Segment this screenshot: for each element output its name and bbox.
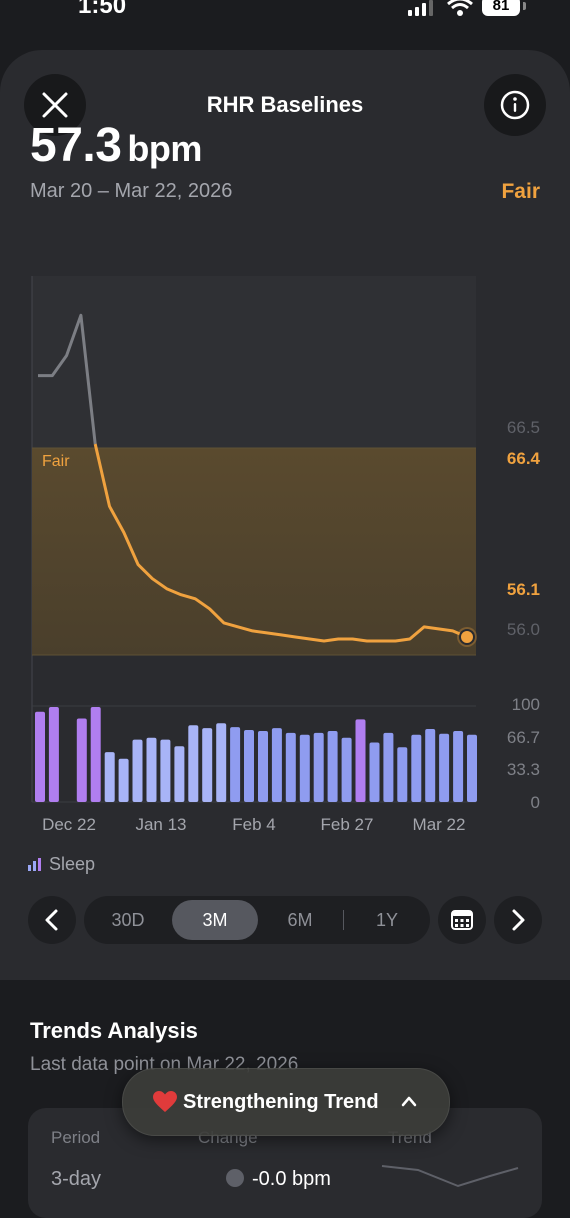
x-tick-label: Feb 4: [232, 815, 275, 832]
range-option-3m[interactable]: 3M: [172, 900, 258, 940]
next-period-button[interactable]: [494, 896, 542, 944]
sleep-axis-label: 33.3: [507, 760, 540, 779]
sleep-bar: [188, 725, 199, 802]
sleep-bar: [341, 737, 352, 802]
sleep-bar: [35, 711, 45, 802]
x-tick-label: Jan 13: [135, 815, 186, 832]
status-label: Fair: [501, 180, 540, 203]
row-change: -0.0 bpm: [226, 1168, 331, 1191]
sleep-bar: [271, 728, 282, 802]
bar-chart-icon: [28, 858, 41, 871]
band-upper-label: 66.4: [507, 449, 541, 468]
column-header-period: Period: [51, 1128, 101, 1147]
legend-label: Sleep: [49, 854, 96, 874]
sleep-bar: [397, 747, 408, 802]
sleep-bar: [104, 752, 115, 802]
last-point-marker: [459, 628, 475, 645]
band-label: Fair: [42, 453, 70, 470]
range-option-30d[interactable]: 30D: [111, 910, 145, 930]
sleep-bar: [146, 737, 157, 802]
sleep-bar: [160, 739, 171, 802]
chart-legend: Sleep: [28, 854, 95, 875]
range-selector-row: 30D 3M 6M 1Y: [28, 896, 542, 944]
calendar-button[interactable]: [438, 896, 486, 944]
sleep-bar: [132, 739, 143, 802]
toast-label: Strengthening Trend: [183, 1091, 379, 1113]
chevron-right-icon: [512, 909, 525, 931]
status-time: 1:50: [78, 0, 127, 19]
cellular-signal-icon: [408, 0, 433, 16]
sleep-bar: [258, 731, 268, 802]
sleep-bar: [174, 746, 185, 802]
sleep-axis-label: 100: [512, 695, 540, 714]
segment-divider: [343, 910, 344, 930]
range-segmented-control: 30D 3M 6M 1Y: [84, 896, 430, 944]
trends-title: Trends Analysis: [30, 1018, 198, 1043]
sleep-axis-label: 66.7: [507, 728, 540, 747]
sleep-bar: [411, 734, 422, 802]
info-icon: [500, 90, 530, 120]
row-period: 3-day: [51, 1168, 102, 1190]
sleep-bar: [285, 732, 296, 802]
battery-indicator: 81: [482, 0, 520, 16]
x-tick-label: Dec 22: [42, 815, 96, 832]
trend-sparkline: [381, 1165, 519, 1188]
rhr-number: 57.3: [30, 119, 122, 172]
sleep-axis-label: 0: [531, 793, 540, 812]
wifi-icon: [447, 0, 473, 16]
chevron-up-icon: [401, 1096, 417, 1107]
sleep-bar: [48, 707, 59, 802]
sleep-bar: [90, 707, 101, 802]
rhr-line-in-band: [93, 443, 468, 643]
x-tick-label: Mar 22: [413, 815, 466, 832]
sleep-bar: [369, 742, 380, 802]
sleep-bar: [244, 730, 254, 802]
date-range: Mar 20 – Mar 22, 2026: [30, 180, 233, 202]
sleep-bar: [202, 728, 213, 802]
rhr-line-outside-band: [38, 313, 97, 445]
row-change-value: -0.0 bpm: [252, 1168, 331, 1190]
sleep-bar: [355, 719, 366, 802]
sleep-bar: [76, 718, 87, 802]
sleep-bar: [439, 733, 450, 802]
close-icon: [42, 92, 68, 118]
sleep-bar: [453, 731, 464, 802]
rhr-chart[interactable]: Fair 66.5 56.0 66.4 56.1 100 66.7 33.3 0 Dec 22 Ja…: [0, 272, 570, 832]
sleep-bar: [216, 723, 227, 802]
fair-band: [32, 448, 476, 656]
previous-period-button[interactable]: [28, 896, 76, 944]
sleep-bar: [230, 727, 241, 802]
sleep-bar: [467, 734, 477, 802]
rhr-axis-label-bottom: 56.0: [507, 620, 540, 639]
battery-tip: [523, 2, 526, 10]
x-tick-label: Feb 27: [321, 815, 374, 832]
close-button[interactable]: [24, 74, 86, 136]
sleep-bar: [118, 758, 129, 802]
rhr-value: 57.3 bpm: [30, 118, 202, 173]
sleep-bar: [327, 731, 338, 802]
rhr-axis-label-top: 66.5: [507, 418, 540, 437]
calendar-icon: [451, 910, 473, 930]
range-option-1y[interactable]: 1Y: [375, 910, 399, 930]
band-lower-label: 56.1: [507, 580, 540, 599]
chart-canvas: Fair 66.5 56.0 66.4 56.1 100 66.7 33.3 0 Dec 22 Ja…: [31, 276, 541, 832]
sleep-bar: [313, 732, 324, 802]
chevron-left-icon: [45, 909, 58, 931]
page-title: RHR Baselines: [206, 92, 364, 117]
rhr-unit: bpm: [127, 128, 202, 169]
range-option-6m[interactable]: 6M: [287, 910, 313, 930]
sleep-bar: [383, 732, 394, 802]
strengthening-trend-toast[interactable]: Strengthening Trend: [122, 1068, 450, 1136]
status-bar: 1:50 81: [0, 0, 570, 40]
info-button[interactable]: [484, 74, 546, 136]
sleep-bar: [425, 729, 436, 802]
sleep-bar: [299, 734, 310, 802]
heart-icon: [153, 1091, 177, 1112]
arrow-right-icon: [226, 1169, 244, 1187]
